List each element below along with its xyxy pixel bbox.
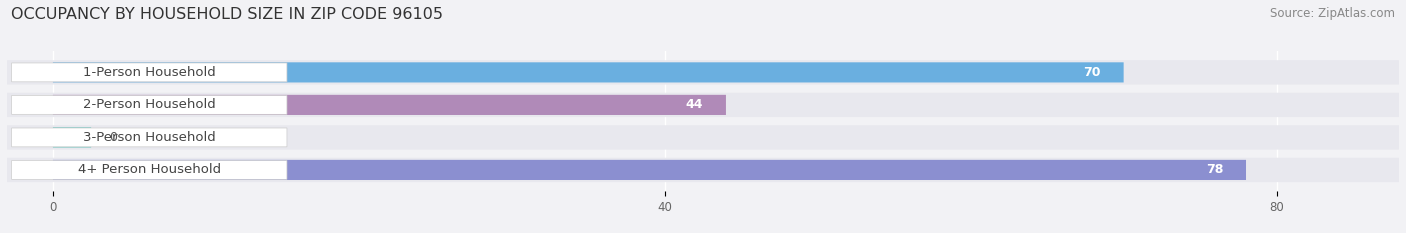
Text: OCCUPANCY BY HOUSEHOLD SIZE IN ZIP CODE 96105: OCCUPANCY BY HOUSEHOLD SIZE IN ZIP CODE … <box>11 7 443 22</box>
Text: 1-Person Household: 1-Person Household <box>83 66 215 79</box>
FancyBboxPatch shape <box>7 60 1399 85</box>
Text: 0: 0 <box>110 131 118 144</box>
FancyBboxPatch shape <box>11 63 287 82</box>
FancyBboxPatch shape <box>7 125 1399 150</box>
FancyBboxPatch shape <box>53 95 725 115</box>
FancyBboxPatch shape <box>11 96 287 114</box>
Text: 70: 70 <box>1083 66 1101 79</box>
Text: 44: 44 <box>686 98 703 111</box>
FancyBboxPatch shape <box>53 127 91 147</box>
FancyBboxPatch shape <box>7 93 1399 117</box>
Text: 2-Person Household: 2-Person Household <box>83 98 215 111</box>
FancyBboxPatch shape <box>53 160 1246 180</box>
Text: 3-Person Household: 3-Person Household <box>83 131 215 144</box>
FancyBboxPatch shape <box>11 128 287 147</box>
FancyBboxPatch shape <box>11 161 287 179</box>
Text: 4+ Person Household: 4+ Person Household <box>77 163 221 176</box>
Text: Source: ZipAtlas.com: Source: ZipAtlas.com <box>1270 7 1395 20</box>
FancyBboxPatch shape <box>7 158 1399 182</box>
FancyBboxPatch shape <box>53 62 1123 82</box>
Text: 78: 78 <box>1206 163 1223 176</box>
